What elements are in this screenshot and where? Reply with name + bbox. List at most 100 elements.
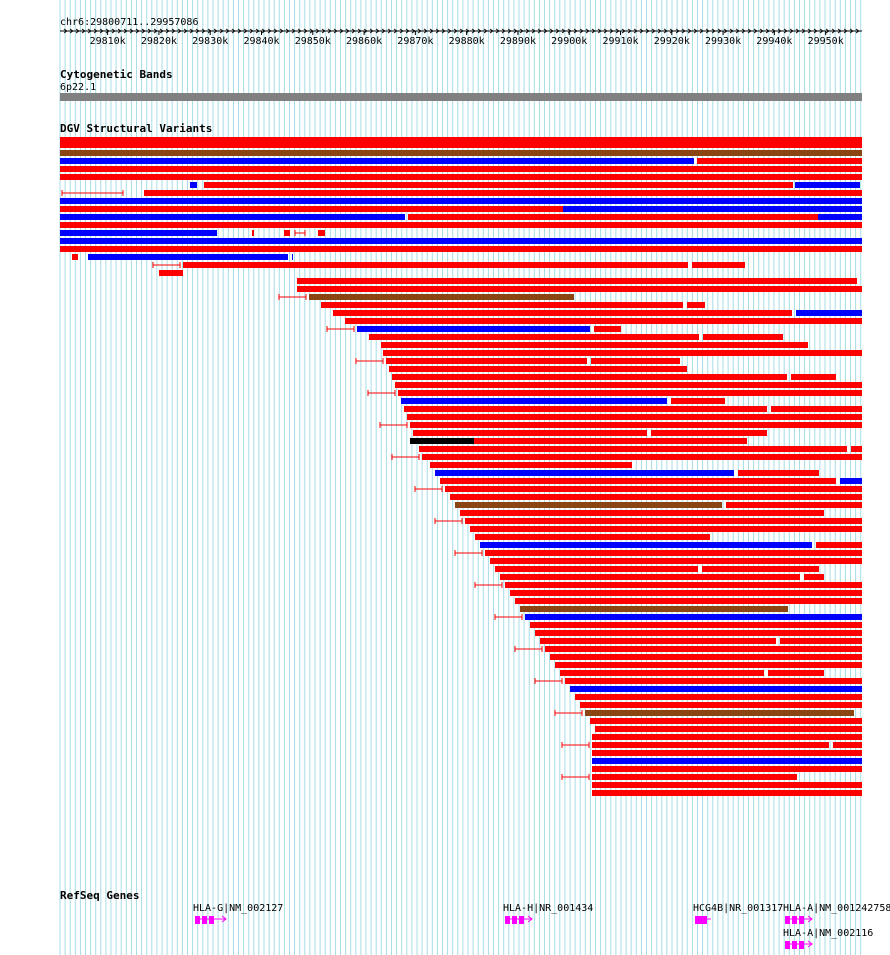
cytoband-6p22-1[interactable] (60, 93, 862, 101)
dgv-variant[interactable] (392, 374, 787, 380)
dgv-variant[interactable] (804, 574, 824, 580)
dgv-variant[interactable] (333, 310, 792, 316)
dgv-variant[interactable] (60, 206, 862, 212)
dgv-variant[interactable] (692, 262, 745, 268)
dgv-variant[interactable] (575, 694, 862, 700)
dgv-variant[interactable] (570, 686, 862, 692)
gene-exon[interactable] (695, 916, 707, 924)
dgv-variant[interactable] (591, 358, 680, 364)
dgv-variant[interactable] (592, 758, 862, 764)
gene-exon[interactable] (799, 916, 804, 924)
dgv-variant[interactable] (430, 462, 632, 468)
dgv-variant[interactable] (795, 182, 860, 188)
dgv-variant[interactable] (416, 438, 747, 444)
dgv-variant[interactable] (386, 358, 587, 364)
dgv-variant[interactable] (833, 742, 862, 748)
dgv-variant[interactable] (357, 326, 590, 332)
dgv-variant[interactable] (840, 478, 862, 484)
dgv-variant[interactable] (297, 278, 857, 284)
gene-exon[interactable] (505, 916, 510, 924)
dgv-variant[interactable] (401, 398, 667, 404)
dgv-variant[interactable] (435, 470, 734, 476)
dgv-variant[interactable] (525, 614, 862, 620)
dgv-variant[interactable] (190, 182, 197, 188)
dgv-variant[interactable] (738, 470, 819, 476)
dgv-variant[interactable] (592, 782, 862, 788)
dgv-variant[interactable] (60, 230, 217, 236)
dgv-variant[interactable] (590, 718, 862, 724)
dgv-variant[interactable] (389, 366, 687, 372)
dgv-variant[interactable] (159, 270, 183, 276)
dgv-variant[interactable] (500, 574, 800, 580)
dgv-variant[interactable] (475, 534, 710, 540)
gene-exon[interactable] (785, 941, 790, 949)
gene-exon[interactable] (519, 916, 524, 924)
dgv-variant[interactable] (540, 638, 776, 644)
dgv-variant[interactable] (395, 382, 862, 388)
gene-exon[interactable] (209, 916, 214, 924)
gene-exon[interactable] (202, 916, 207, 924)
dgv-variant[interactable] (369, 334, 699, 340)
dgv-variant[interactable] (410, 438, 474, 444)
dgv-variant[interactable] (702, 566, 819, 572)
gene-exon[interactable] (792, 916, 797, 924)
dgv-variant[interactable] (60, 222, 862, 228)
gene-exon[interactable] (799, 941, 804, 949)
dgv-variant[interactable] (726, 502, 862, 508)
dgv-variant[interactable] (309, 294, 574, 300)
dgv-variant[interactable] (465, 518, 862, 524)
dgv-variant[interactable] (440, 478, 836, 484)
dgv-variant[interactable] (318, 230, 325, 236)
dgv-variant[interactable] (780, 638, 862, 644)
dgv-variant[interactable] (505, 582, 862, 588)
dgv-variant[interactable] (252, 230, 254, 236)
dgv-variant[interactable] (383, 350, 862, 356)
dgv-variant[interactable] (284, 230, 290, 236)
dgv-variant[interactable] (515, 598, 862, 604)
dgv-variant[interactable] (413, 430, 647, 436)
dgv-variant[interactable] (410, 422, 862, 428)
gene-exon[interactable] (785, 916, 790, 924)
dgv-variant[interactable] (485, 550, 862, 556)
dgv-variant[interactable] (419, 446, 847, 452)
dgv-variant[interactable] (60, 238, 862, 244)
dgv-variant[interactable] (592, 790, 862, 796)
dgv-variant[interactable] (545, 646, 862, 652)
dgv-variant[interactable] (530, 622, 862, 628)
dgv-variant[interactable] (816, 542, 862, 548)
gene-exon[interactable] (792, 941, 797, 949)
dgv-variant[interactable] (520, 606, 788, 612)
dgv-variant[interactable] (408, 214, 818, 220)
dgv-variant[interactable] (555, 662, 862, 668)
dgv-variant[interactable] (183, 262, 688, 268)
dgv-variant[interactable] (818, 214, 862, 220)
dgv-variant[interactable] (422, 454, 862, 460)
dgv-variant[interactable] (703, 334, 783, 340)
dgv-variant[interactable] (594, 326, 621, 332)
dgv-variant[interactable] (851, 446, 862, 452)
dgv-variant[interactable] (455, 502, 722, 508)
dgv-variant[interactable] (60, 214, 405, 220)
dgv-variant[interactable] (550, 654, 862, 660)
dgv-variant[interactable] (445, 486, 862, 492)
dgv-variant[interactable] (592, 734, 862, 740)
dgv-variant[interactable] (407, 414, 862, 420)
dgv-variant[interactable] (470, 526, 862, 532)
dgv-variant[interactable] (592, 774, 797, 780)
dgv-variant[interactable] (404, 406, 767, 412)
dgv-variant[interactable] (321, 302, 683, 308)
gene-exon[interactable] (195, 916, 200, 924)
dgv-variant[interactable] (651, 430, 767, 436)
dgv-variant[interactable] (495, 566, 698, 572)
dgv-variant[interactable] (771, 406, 862, 412)
dgv-variant[interactable] (60, 166, 862, 172)
dgv-variant[interactable] (592, 742, 829, 748)
dgv-variant[interactable] (595, 726, 862, 732)
dgv-variant[interactable] (697, 158, 862, 164)
dgv-variant[interactable] (60, 137, 862, 143)
dgv-variant[interactable] (72, 254, 78, 260)
dgv-variant[interactable] (480, 542, 812, 548)
dgv-variant[interactable] (671, 398, 725, 404)
dgv-variant[interactable] (297, 286, 862, 292)
